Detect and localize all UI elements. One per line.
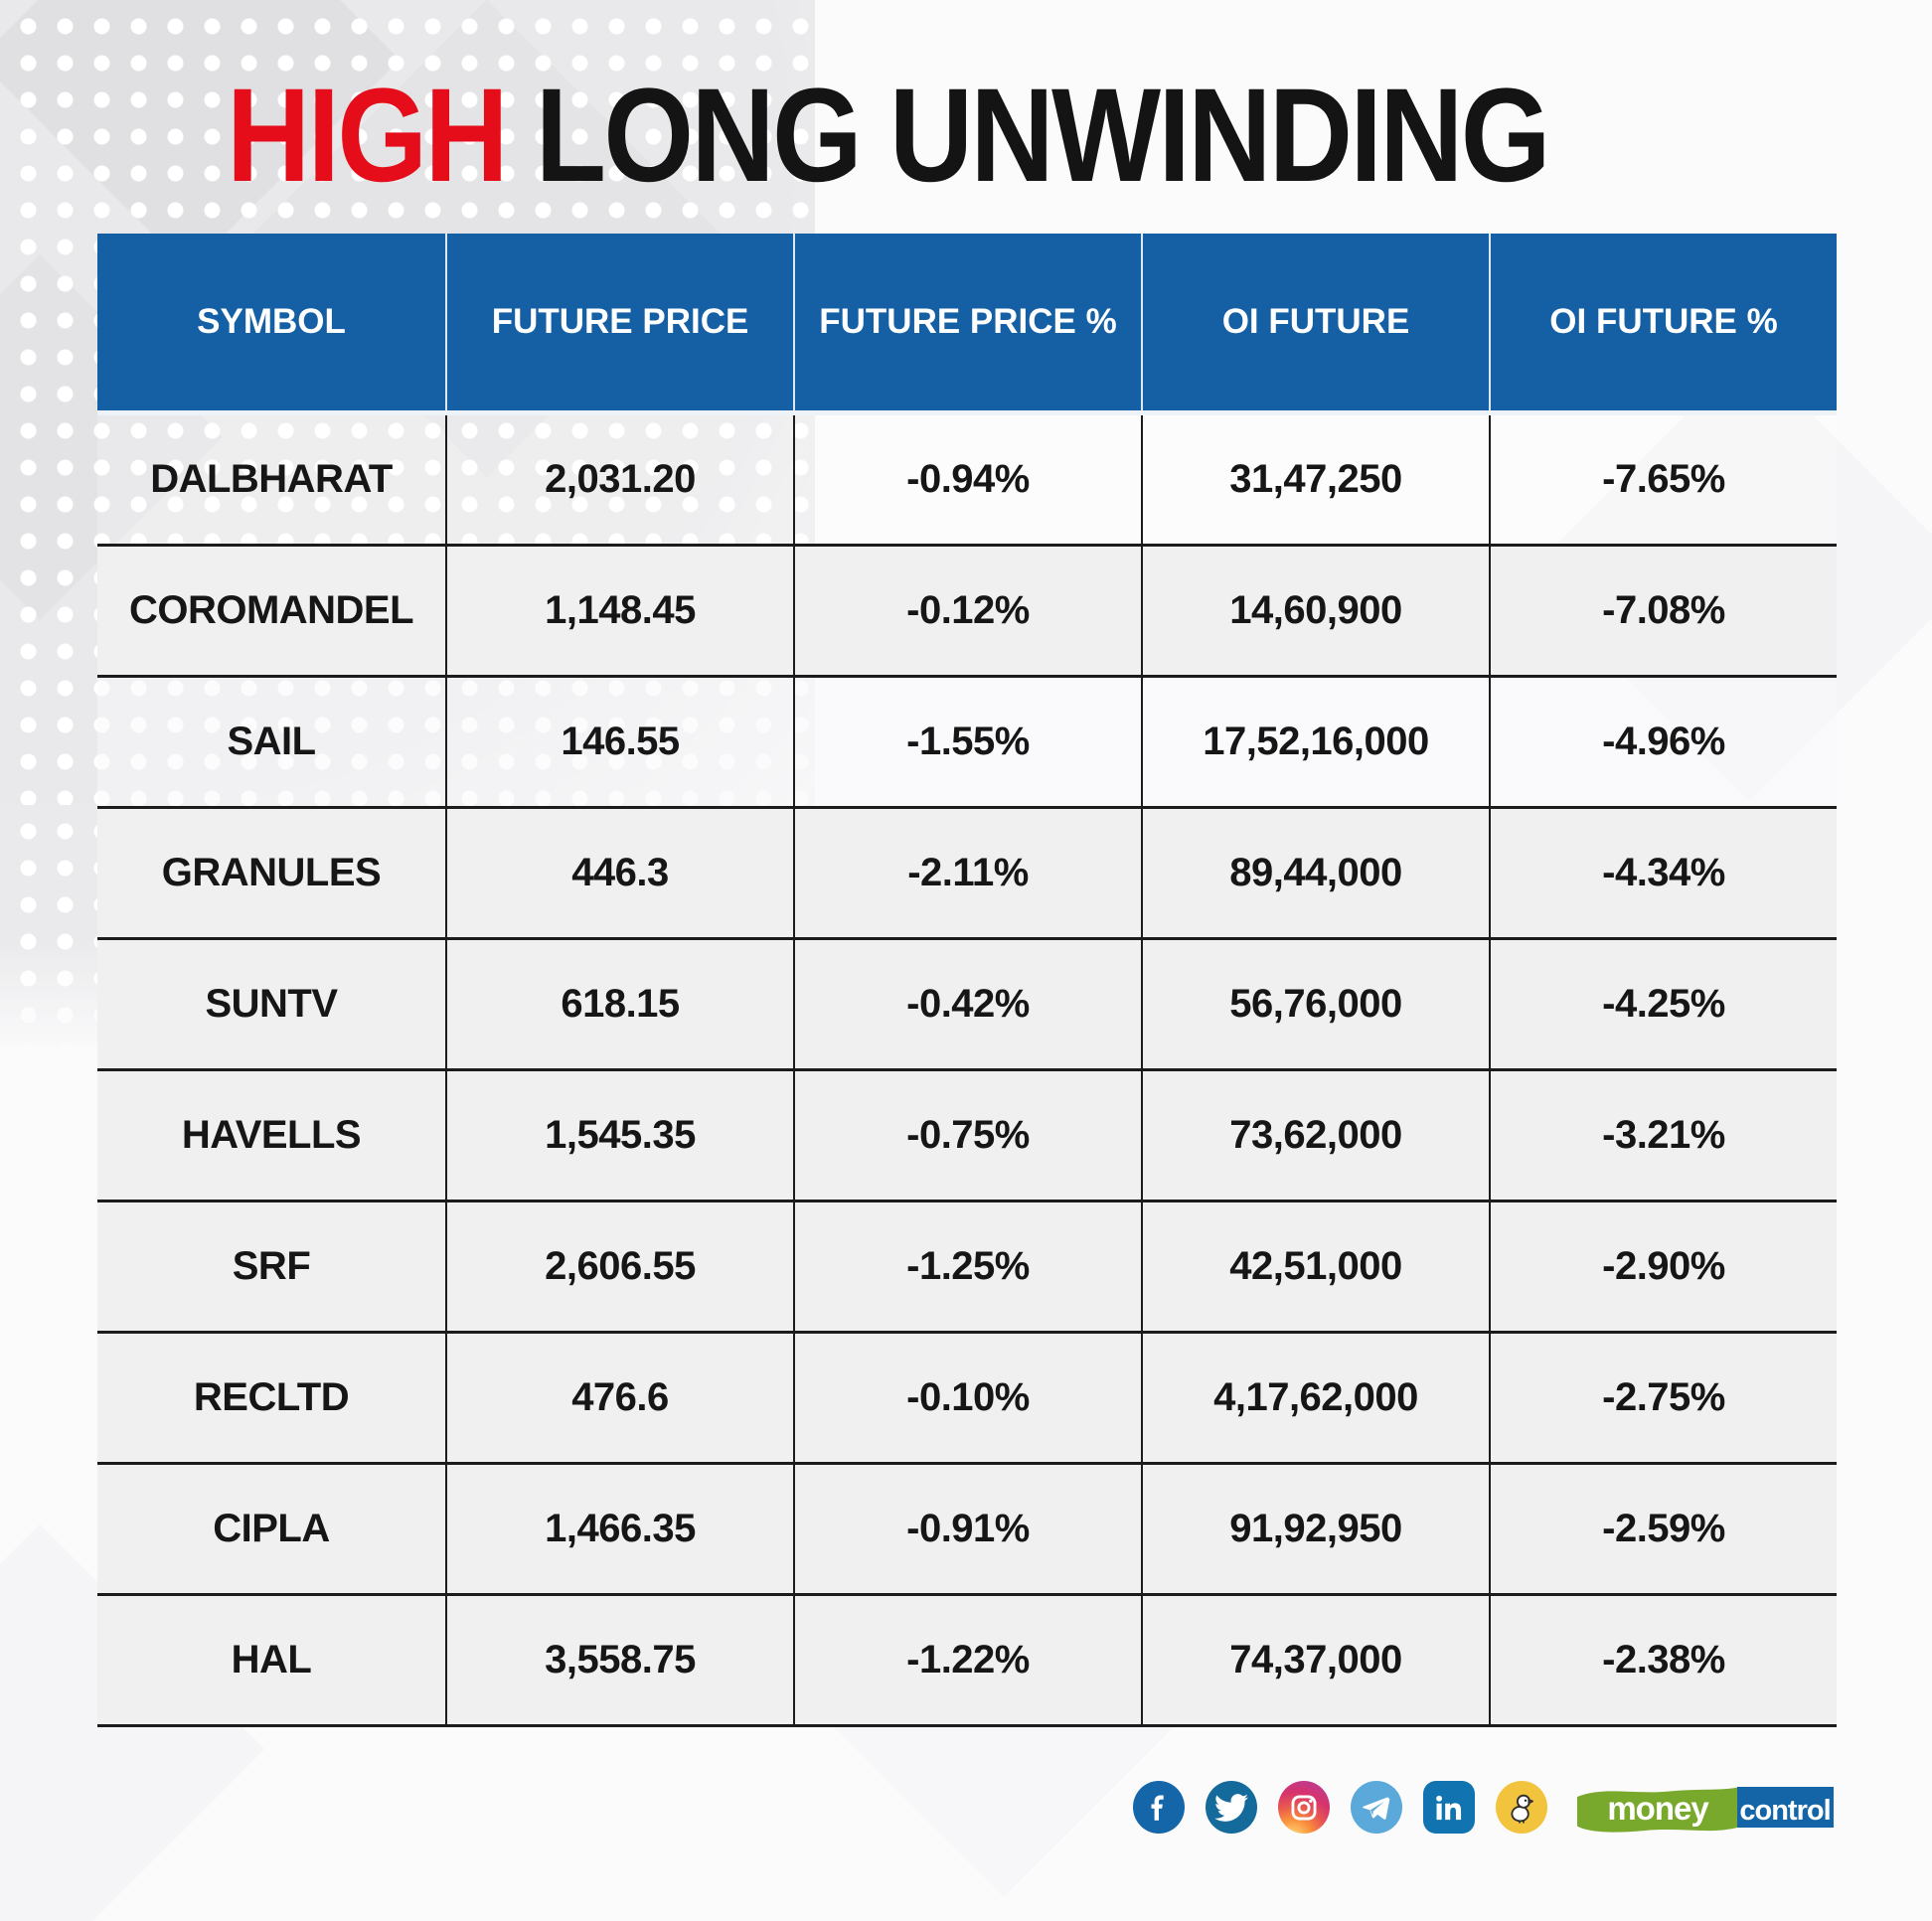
cell-symbol: GRANULES: [161, 851, 382, 894]
cell-future-price: 3,558.75: [445, 1596, 793, 1724]
cell-future-price: 2,031.20: [445, 415, 793, 544]
table-row: COROMANDEL 1,148.45 -0.12% 14,60,900 -7.08%: [97, 547, 1837, 678]
cell-future-price: -2.11%: [793, 809, 1141, 937]
table-row: DALBHARAT 2,031.20 -0.94% 31,47,250 -7.65%: [97, 415, 1837, 547]
cell-oi-future: 31,47,250: [1141, 415, 1489, 544]
cell-oi-future: -4.34%: [1489, 809, 1837, 937]
column-header: OI FUTURE: [1141, 234, 1489, 410]
cell-future-price: -0.94%: [793, 415, 1141, 544]
logo-blue-box: [1737, 1786, 1834, 1828]
table-row: RECLTD 476.6 -0.10% 4,17,62,000 -2.75%: [97, 1334, 1837, 1465]
cell-future-price: -1.55%: [793, 678, 1141, 806]
cell-future-price: 476.6: [445, 1334, 793, 1462]
cell-oi-future: 4,17,62,000: [1141, 1334, 1489, 1462]
cell-future-price: -0.10%: [793, 1334, 1141, 1462]
page-title: HIGH LONG UNWINDING: [227, 70, 1550, 203]
cell-symbol: SRF: [232, 1244, 311, 1288]
table-row: SRF 2,606.55 -1.25% 42,51,000 -2.90%: [97, 1202, 1837, 1334]
cell-symbol: HAVELLS: [181, 1113, 362, 1157]
cell-oi-future: -3.21%: [1489, 1071, 1837, 1200]
cell-oi-future: -2.38%: [1489, 1596, 1837, 1724]
cell-future-price: -0.12%: [793, 547, 1141, 675]
table-row: CIPLA 1,466.35 -0.91% 91,92,950 -2.59%: [97, 1465, 1837, 1596]
table-row: GRANULES 446.3 -2.11% 89,44,000 -4.34%: [97, 809, 1837, 940]
column-header: SYMBOL: [197, 302, 346, 341]
cell-oi-future: 56,76,000: [1141, 940, 1489, 1068]
cell-oi-future: -2.59%: [1489, 1465, 1837, 1593]
title-highlight: HIGH: [227, 62, 509, 210]
cell-future-price: -1.22%: [793, 1596, 1141, 1724]
cell-future-price: 2,606.55: [445, 1202, 793, 1331]
logo-text-money: money: [1607, 1790, 1709, 1827]
cell-future-price: 618.15: [445, 940, 793, 1068]
cell-oi-future: 42,51,000: [1141, 1202, 1489, 1331]
cell-oi-future: 17,52,16,000: [1141, 678, 1489, 806]
column-header: FUTURE PRICE: [445, 234, 793, 410]
cell-future-price: -0.91%: [793, 1465, 1141, 1593]
table-row: HAL 3,558.75 -1.22% 74,37,000 -2.38%: [97, 1596, 1837, 1727]
cell-future-price: 446.3: [445, 809, 793, 937]
cell-future-price: -0.75%: [793, 1071, 1141, 1200]
cell-symbol: RECLTD: [193, 1375, 350, 1419]
table-row: HAVELLS 1,545.35 -0.75% 73,62,000 -3.21%: [97, 1071, 1837, 1202]
cell-oi-future: -7.65%: [1489, 415, 1837, 544]
koo-icon[interactable]: [1496, 1781, 1547, 1834]
twitter-icon[interactable]: [1206, 1781, 1257, 1834]
title-rest: LONG UNWINDING: [506, 62, 1551, 210]
cell-future-price: 1,545.35: [445, 1071, 793, 1200]
column-header: OI FUTURE %: [1489, 234, 1837, 410]
cell-symbol: HAL: [231, 1638, 312, 1681]
cell-oi-future: 73,62,000: [1141, 1071, 1489, 1200]
column-header: FUTURE PRICE %: [793, 234, 1141, 410]
dotted-pattern-strip: [0, 805, 99, 1053]
data-table: SYMBOL FUTURE PRICE FUTURE PRICE % OI FUTUR…: [97, 234, 1837, 1727]
cell-symbol: SUNTV: [205, 982, 338, 1026]
cell-symbol: SAIL: [227, 720, 316, 763]
table-body: DALBHARAT 2,031.20 -0.94% 31,47,250 -7.65% CO…: [97, 415, 1837, 1727]
cell-future-price: -1.25%: [793, 1202, 1141, 1331]
footer: money control: [1133, 1781, 1837, 1834]
instagram-icon[interactable]: [1278, 1781, 1330, 1834]
cell-oi-future: -7.08%: [1489, 547, 1837, 675]
table-header-row: SYMBOL FUTURE PRICE FUTURE PRICE % OI FUTUR…: [97, 234, 1837, 415]
cell-symbol: DALBHARAT: [150, 457, 393, 501]
moneycontrol-logo: money control: [1577, 1786, 1834, 1833]
cell-symbol: CIPLA: [213, 1507, 330, 1550]
cell-oi-future: 89,44,000: [1141, 809, 1489, 937]
cell-future-price: -0.42%: [793, 940, 1141, 1068]
cell-oi-future: -2.90%: [1489, 1202, 1837, 1331]
cell-future-price: 1,466.35: [445, 1465, 793, 1593]
cell-oi-future: 14,60,900: [1141, 547, 1489, 675]
cell-symbol: COROMANDEL: [128, 588, 414, 632]
facebook-icon[interactable]: [1133, 1781, 1185, 1834]
table-row: SUNTV 618.15 -0.42% 56,76,000 -4.25%: [97, 940, 1837, 1071]
cell-oi-future: 74,37,000: [1141, 1596, 1489, 1724]
cell-future-price: 1,148.45: [445, 547, 793, 675]
cell-oi-future: -2.75%: [1489, 1334, 1837, 1462]
cell-oi-future: -4.25%: [1489, 940, 1837, 1068]
logo-text-control: control: [1739, 1795, 1830, 1827]
linkedin-icon[interactable]: [1423, 1781, 1475, 1834]
cell-oi-future: -4.96%: [1489, 678, 1837, 806]
cell-oi-future: 91,92,950: [1141, 1465, 1489, 1593]
cell-future-price: 146.55: [445, 678, 793, 806]
telegram-icon[interactable]: [1351, 1781, 1402, 1834]
table-row: SAIL 146.55 -1.55% 17,52,16,000 -4.96%: [97, 678, 1837, 809]
logo-green-ribbon: [1577, 1787, 1737, 1833]
